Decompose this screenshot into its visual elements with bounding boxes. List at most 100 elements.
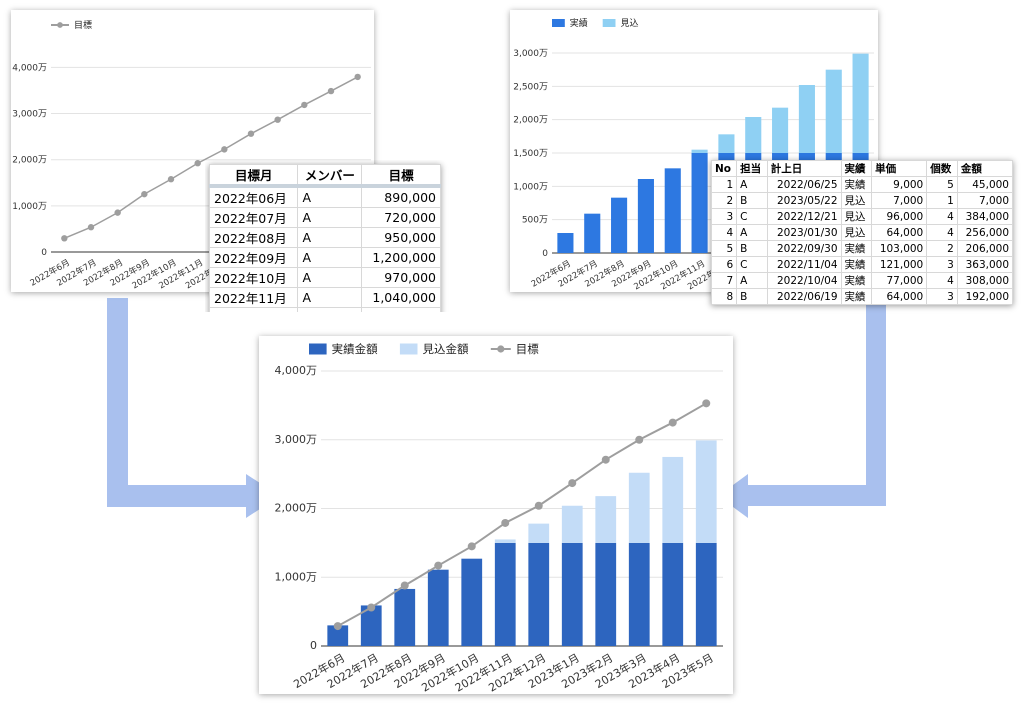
table-cell: 実績 <box>840 240 873 257</box>
bar-actual <box>691 153 708 253</box>
table-cell: 3 <box>926 256 958 273</box>
bar-forecast <box>595 496 617 543</box>
col-header: メンバー <box>297 164 363 188</box>
bar-actual <box>611 197 628 253</box>
col-header: 目標 <box>361 164 441 188</box>
y-tick-label: 0 <box>41 248 47 258</box>
table-row: 2 B 2023/05/22 見込 7,000 1 7,000 <box>710 192 1014 209</box>
table-row: 2022年11月 A 1,040,000 <box>208 287 441 308</box>
col-header: 担当 <box>736 160 768 177</box>
bar-forecast <box>561 505 583 543</box>
table-cell: 9,000 <box>871 176 928 193</box>
bar-forecast <box>852 53 869 153</box>
col-header: No <box>710 160 738 177</box>
table-cell: 2022年06月 <box>208 185 299 208</box>
y-tick-label: 1,000万 <box>12 202 47 212</box>
table-cell: 103,000 <box>871 240 928 257</box>
table-cell: 256,000 <box>956 224 1014 241</box>
target-point <box>61 235 68 242</box>
table-row: 7 A 2022/10/04 実績 77,000 4 308,000 <box>710 272 1014 289</box>
table-cell: 308,000 <box>956 272 1014 289</box>
table-cell: 見込 <box>840 208 873 225</box>
legend-label: 目標 <box>516 342 539 356</box>
table-cell: 192,000 <box>956 288 1014 305</box>
bar-actual <box>584 213 601 253</box>
table-cell: 2022/10/04 <box>766 272 842 289</box>
table-cell: 2022年12月 <box>208 307 299 312</box>
target-point <box>702 399 711 408</box>
col-header: 実績 <box>840 160 873 177</box>
target-point <box>635 435 644 444</box>
left-arrow <box>107 298 280 518</box>
table-cell: 7 <box>710 272 738 289</box>
target-table-wrap: 目標月 メンバー 目標 2022年06月 A 890,000 2022年07月 A 720… <box>205 160 450 312</box>
table-row: 8 B 2022/06/19 実績 64,000 3 192,000 <box>710 288 1014 305</box>
legend-label: 実績 <box>570 17 588 29</box>
bar-actual <box>628 542 650 646</box>
right-arrow <box>718 298 886 518</box>
table-cell: 8 <box>710 288 738 305</box>
target-point <box>141 190 148 198</box>
target-point <box>400 581 409 590</box>
legend-dot-marker <box>57 22 63 28</box>
col-header: 目標月 <box>208 164 299 188</box>
bar-forecast <box>662 456 684 543</box>
legend-label: 見込 <box>621 18 639 29</box>
table-cell: 77,000 <box>871 272 928 289</box>
table-cell: 実績 <box>840 256 873 273</box>
table-cell: 950,000 <box>361 227 441 248</box>
table-cell: 4 <box>926 208 958 225</box>
table-cell: 96,000 <box>871 208 928 225</box>
y-tick-label: 1,500万 <box>513 149 548 159</box>
legend-label: 目標 <box>74 19 92 31</box>
target-point <box>568 479 577 488</box>
legend-swatch <box>399 343 418 355</box>
table-cell: 4 <box>926 224 958 241</box>
bar-actual <box>695 542 717 646</box>
bar-actual <box>664 168 681 253</box>
y-tick-label: 0 <box>310 639 317 652</box>
table-cell: A <box>297 185 363 208</box>
col-header: 単価 <box>871 160 928 177</box>
bar-actual <box>327 625 349 646</box>
table-cell: A <box>297 287 363 308</box>
bar-actual <box>637 179 654 253</box>
table-row: 4 A 2023/01/30 見込 64,000 4 256,000 <box>710 224 1014 241</box>
table-cell: 2022/11/04 <box>766 256 842 273</box>
table-header-row: 目標月 メンバー 目標 <box>208 164 441 188</box>
target-point <box>354 73 361 81</box>
target-point <box>601 455 610 464</box>
target-point <box>327 87 335 95</box>
bar-forecast <box>691 149 708 153</box>
bar-forecast <box>798 85 815 153</box>
legend-swatch <box>309 343 327 355</box>
table-cell: 実績 <box>840 288 873 305</box>
legend-label: 見込金額 <box>423 342 469 356</box>
table-cell: C <box>736 256 768 273</box>
target-point <box>367 603 376 612</box>
table-cell: 6 <box>710 256 738 273</box>
col-header: 計上日 <box>766 160 842 177</box>
target-point <box>668 418 677 427</box>
table-cell: 1 <box>710 176 738 193</box>
table-cell: 2022年08月 <box>208 227 299 248</box>
table-cell: 2 <box>926 240 958 257</box>
y-tick-label: 2,000万 <box>275 502 318 515</box>
table-row: 2022年12月A900,000 <box>208 307 441 312</box>
table-cell: 2 <box>710 192 738 209</box>
target-point <box>467 542 476 551</box>
legend-swatch <box>552 19 565 27</box>
table-cell: B <box>736 192 768 209</box>
target-point <box>114 209 121 216</box>
y-tick-label: 2,500万 <box>513 82 548 92</box>
y-tick-label: 3,000万 <box>12 110 47 120</box>
table-cell: B <box>736 240 768 257</box>
col-header: 個数 <box>926 160 958 177</box>
bar-forecast <box>745 117 762 153</box>
target-point <box>167 176 175 183</box>
table-cell: 1,200,000 <box>361 247 441 268</box>
combined-chart: 01,000万2,000万3,000万4,000万2022年6月2022年7月2… <box>275 342 723 694</box>
target-point <box>434 561 443 570</box>
y-tick-label: 2,000万 <box>513 116 548 126</box>
y-tick-label: 3,000万 <box>513 49 548 59</box>
